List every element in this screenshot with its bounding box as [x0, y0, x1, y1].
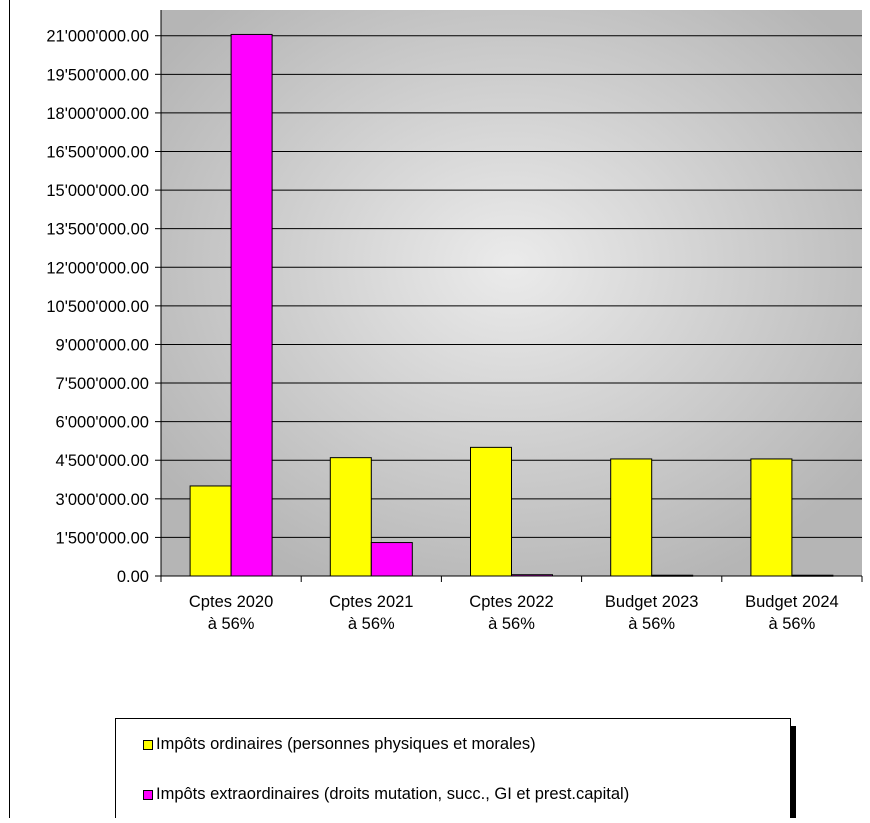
y-tick-label: 16'500'000.00	[46, 144, 149, 162]
y-tick-label: 4'500'000.00	[56, 452, 149, 470]
x-tick-label: à 56%	[488, 615, 535, 633]
y-tick-label: 19'500'000.00	[46, 66, 149, 84]
legend-item-extraordinaires: Impôts extraordinaires (droits mutation,…	[143, 785, 629, 804]
x-tick-label: à 56%	[348, 615, 395, 633]
bar-ordinaires	[329, 457, 372, 577]
bar-ordinaires	[189, 485, 232, 577]
y-tick-label: 12'000'000.00	[46, 259, 149, 277]
legend-label-ordinaires: Impôts ordinaires (personnes physiques e…	[156, 735, 536, 753]
x-tick-label: Cptes 2022	[469, 593, 553, 611]
y-tick-label: 21'000'000.00	[46, 28, 149, 46]
x-tick-label: à 56%	[628, 615, 675, 633]
y-tick-label: 6'000'000.00	[56, 414, 149, 432]
x-tick-label: Cptes 2021	[329, 593, 413, 611]
x-tick-label: Budget 2023	[605, 593, 699, 611]
bar-extraordinaires	[370, 542, 413, 577]
legend-swatch-ordinaires	[143, 739, 153, 750]
y-tick-label: 7'500'000.00	[56, 375, 149, 393]
bar-ordinaires	[610, 458, 653, 577]
x-tick-label: à 56%	[208, 615, 255, 633]
legend-shadow	[791, 726, 796, 818]
x-tick-label: Budget 2024	[745, 593, 839, 611]
left-rule	[9, 0, 10, 818]
y-tick-label: 3'000'000.00	[56, 491, 149, 509]
legend: Impôts ordinaires (personnes physiques e…	[115, 718, 791, 818]
bar-ordinaires	[750, 458, 793, 577]
legend-item-ordinaires: Impôts ordinaires (personnes physiques e…	[143, 735, 536, 754]
y-tick-label: 18'000'000.00	[46, 105, 149, 123]
bar-extraordinaires	[511, 574, 553, 577]
legend-swatch-extraordinaires	[143, 789, 153, 800]
x-tick-label: Cptes 2020	[189, 593, 273, 611]
bar-ordinaires	[470, 446, 512, 577]
legend-label-extraordinaires: Impôts extraordinaires (droits mutation,…	[156, 785, 630, 803]
y-tick-label: 9'000'000.00	[56, 336, 149, 354]
y-tick-label: 10'500'000.00	[46, 298, 149, 316]
y-tick-label: 13'500'000.00	[46, 221, 149, 239]
bar-extraordinaires	[230, 33, 273, 577]
bar-extraordinaires	[791, 574, 834, 577]
y-tick-label: 0.00	[117, 568, 149, 586]
x-tick-label: à 56%	[769, 615, 816, 633]
bar-extraordinaires	[651, 574, 694, 577]
y-tick-label: 15'000'000.00	[46, 182, 149, 200]
y-tick-label: 1'500'000.00	[56, 529, 149, 547]
